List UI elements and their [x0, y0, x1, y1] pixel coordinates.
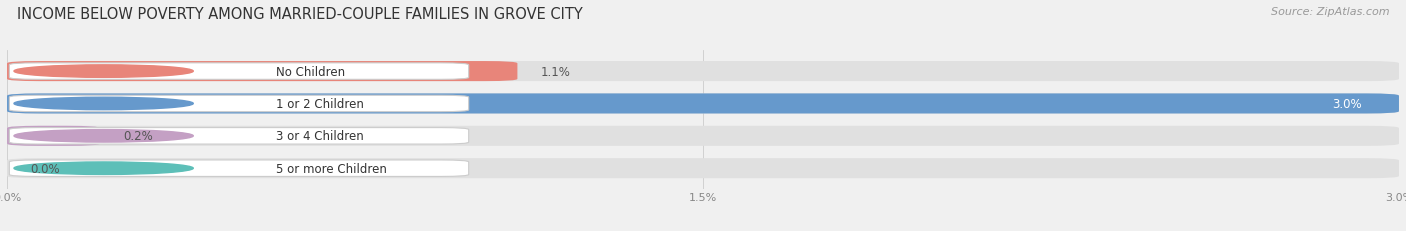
Text: 1 or 2 Children: 1 or 2 Children — [276, 97, 364, 110]
Circle shape — [14, 130, 193, 143]
Text: No Children: No Children — [276, 65, 344, 78]
FancyBboxPatch shape — [7, 62, 1399, 82]
FancyBboxPatch shape — [7, 62, 517, 82]
Text: 0.0%: 0.0% — [31, 162, 60, 175]
Text: 1.1%: 1.1% — [541, 65, 571, 78]
Text: 5 or more Children: 5 or more Children — [276, 162, 387, 175]
FancyBboxPatch shape — [7, 94, 1399, 114]
Circle shape — [14, 66, 193, 78]
Circle shape — [14, 98, 193, 110]
Text: INCOME BELOW POVERTY AMONG MARRIED-COUPLE FAMILIES IN GROVE CITY: INCOME BELOW POVERTY AMONG MARRIED-COUPL… — [17, 7, 582, 22]
FancyBboxPatch shape — [10, 64, 468, 80]
Text: 0.2%: 0.2% — [124, 130, 153, 143]
Text: Source: ZipAtlas.com: Source: ZipAtlas.com — [1271, 7, 1389, 17]
FancyBboxPatch shape — [7, 126, 1399, 146]
FancyBboxPatch shape — [7, 94, 1399, 114]
FancyBboxPatch shape — [10, 96, 468, 112]
FancyBboxPatch shape — [7, 126, 100, 146]
FancyBboxPatch shape — [10, 128, 468, 144]
Text: 3 or 4 Children: 3 or 4 Children — [276, 130, 364, 143]
Text: 3.0%: 3.0% — [1333, 97, 1362, 110]
FancyBboxPatch shape — [7, 158, 1399, 179]
FancyBboxPatch shape — [10, 160, 468, 177]
Circle shape — [14, 162, 193, 175]
